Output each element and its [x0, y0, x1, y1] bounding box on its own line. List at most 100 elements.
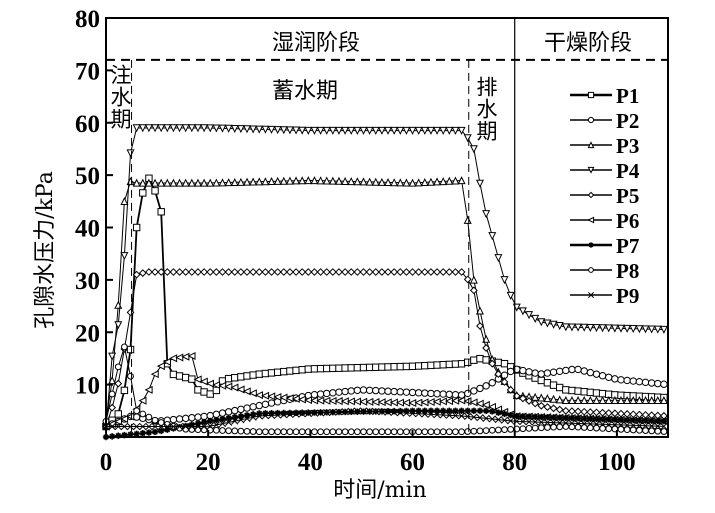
data-point [200, 268, 209, 276]
data-point [488, 426, 496, 434]
data-point [384, 408, 392, 415]
data-point [169, 178, 178, 187]
data-point [445, 360, 454, 369]
data-point [322, 268, 331, 276]
data-point [212, 381, 221, 390]
data-point [433, 411, 441, 419]
data-point [279, 126, 288, 135]
data-point [599, 420, 607, 428]
data-point [408, 126, 417, 135]
data-point [439, 411, 447, 419]
legend-label: P4 [616, 159, 640, 183]
data-point [243, 268, 251, 276]
data-point [187, 268, 196, 276]
data-point [120, 196, 129, 206]
data-point [138, 178, 147, 187]
data-point [347, 177, 356, 186]
data-point [451, 176, 460, 185]
data-point [580, 396, 589, 405]
legend-label: P2 [616, 109, 639, 133]
data-point [218, 381, 227, 390]
data-point [617, 421, 625, 429]
data-point [581, 415, 588, 422]
data-point [550, 419, 558, 427]
x-tick-label: 0 [100, 449, 113, 476]
data-point [427, 410, 435, 418]
data-point [126, 308, 135, 317]
data-point [384, 178, 393, 187]
data-point [555, 395, 564, 404]
data-point [568, 386, 576, 395]
data-point [212, 410, 221, 419]
data-point [311, 428, 318, 436]
data-point [592, 396, 601, 405]
data-point [598, 324, 607, 333]
data-point [531, 418, 539, 426]
data-point [347, 364, 355, 372]
series-p3 [101, 176, 668, 425]
data-point [353, 364, 362, 372]
data-point [347, 407, 355, 415]
data-point [617, 409, 625, 418]
data-point [188, 422, 196, 431]
data-point [390, 363, 398, 371]
data-point [188, 426, 196, 433]
data-point [481, 400, 490, 409]
data-point [139, 410, 147, 418]
data-point [292, 126, 301, 135]
data-point [396, 428, 404, 436]
data-point [384, 363, 392, 371]
data-point [494, 416, 502, 424]
data-point [451, 268, 460, 276]
data-point [562, 414, 570, 421]
data-point [316, 126, 325, 135]
data-point [285, 176, 294, 185]
data-point [108, 403, 117, 412]
data-point [457, 126, 466, 135]
data-point [605, 416, 612, 423]
data-point [157, 268, 166, 276]
data-point [188, 375, 196, 383]
data-point [408, 398, 417, 407]
data-point [261, 369, 270, 378]
data-point [194, 422, 202, 431]
data-point [365, 126, 374, 135]
data-point [616, 396, 626, 405]
data-point [138, 269, 147, 277]
data-point [506, 291, 515, 300]
data-point [378, 363, 386, 371]
data-point [403, 428, 410, 436]
data-point [316, 364, 325, 373]
data-point [292, 366, 300, 375]
data-point [224, 178, 233, 187]
data-point [310, 126, 319, 135]
data-point [114, 321, 123, 330]
data-point [403, 407, 410, 415]
data-point [243, 427, 251, 435]
data-point [218, 124, 227, 133]
data-point [200, 388, 208, 396]
data-point [390, 268, 399, 276]
x-axis-label: 时间/min [333, 478, 426, 503]
data-point [641, 410, 650, 419]
data-point [188, 414, 196, 422]
data-point [372, 363, 380, 371]
series-line-p3 [105, 179, 664, 422]
data-point [488, 232, 497, 241]
data-point [439, 177, 448, 186]
data-point [194, 413, 202, 421]
data-point [127, 372, 134, 380]
data-point [507, 417, 515, 425]
data-point [212, 178, 221, 187]
data-point [482, 344, 491, 352]
data-point [641, 396, 650, 405]
x-tick-label: 80 [502, 449, 527, 476]
data-point [243, 372, 251, 380]
data-point [292, 409, 300, 417]
data-point [157, 178, 166, 187]
data-point [169, 124, 178, 133]
y-tick-label: 60 [75, 111, 100, 138]
data-point [475, 306, 484, 315]
data-point [592, 408, 601, 417]
data-point [372, 407, 380, 416]
